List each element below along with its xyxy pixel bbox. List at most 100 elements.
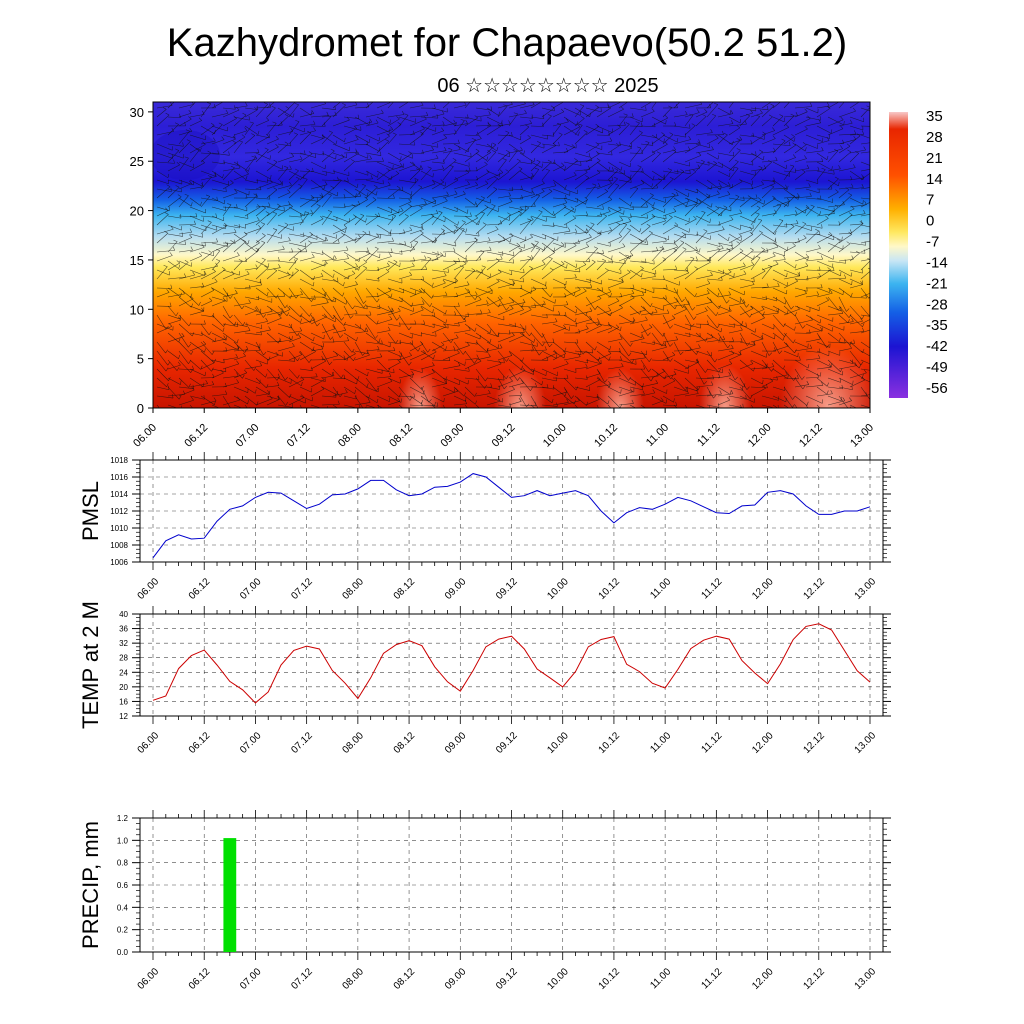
wind-barb (794, 144, 807, 154)
wind-barb (772, 323, 785, 337)
wind-barb-flag (661, 342, 665, 347)
wind-barb-flag (464, 361, 466, 366)
wind-barb-flag (519, 391, 522, 396)
wind-barb (783, 102, 790, 109)
wind-barb-flag (746, 386, 750, 390)
wind-barb-flag (834, 204, 839, 208)
wind-barb (662, 151, 677, 163)
wind-barb (816, 218, 829, 226)
wind-barb (607, 323, 621, 331)
wind-barb-flag (747, 342, 751, 346)
wind-barb-flag (518, 166, 523, 170)
wind-barb-flag (849, 229, 852, 234)
wind-barb (255, 350, 269, 361)
wind-barb-flag (261, 240, 266, 243)
wind-barb-flag (385, 268, 390, 272)
wind-barb (387, 278, 403, 284)
y-tick-label: 1006 (110, 558, 128, 567)
wind-barb (695, 188, 710, 199)
wind-barb-flag (873, 354, 874, 358)
wind-barbs (156, 102, 874, 408)
wind-barb (739, 341, 755, 346)
wind-barb-flag (323, 185, 326, 190)
wind-barb-flag (747, 195, 752, 199)
wind-barb (574, 328, 589, 334)
wind-barb (332, 180, 342, 190)
wind-barb-flag (664, 343, 667, 348)
wind-barb-flag (209, 297, 213, 302)
wind-barb (299, 212, 313, 217)
wind-barb-flag (492, 142, 496, 145)
wind-barb-flag (686, 202, 688, 207)
wind-barb (497, 389, 515, 397)
wind-barb-flag (517, 377, 521, 381)
wind-barb (354, 267, 367, 280)
wind-barb (354, 402, 371, 406)
wind-barb (376, 265, 390, 271)
wind-barb-flag (506, 357, 509, 362)
wind-barb-flag (836, 238, 841, 242)
wind-barb (673, 200, 690, 208)
wind-barb (464, 233, 480, 237)
wind-barb (827, 323, 844, 331)
wind-barb (541, 404, 558, 407)
wind-barb-flag (255, 264, 258, 269)
wind-barb (365, 199, 377, 208)
wind-barb-flag (826, 105, 831, 109)
wind-barb-flag (608, 196, 613, 200)
wind-barb-flag (795, 111, 798, 116)
wind-barb (442, 260, 460, 263)
wind-barb (607, 327, 620, 334)
wind-barb (222, 224, 240, 229)
wind-barb (288, 330, 302, 334)
wind-barb (662, 332, 671, 347)
wind-barb (563, 208, 575, 217)
wind-barb-flag (826, 137, 830, 141)
wind-barb (288, 395, 306, 404)
wind-barb (321, 116, 332, 127)
wind-barb (211, 124, 223, 136)
wind-barb (706, 287, 718, 297)
wind-barb (255, 393, 270, 397)
wind-barb (750, 338, 764, 343)
wind-barb-flag (454, 129, 457, 134)
wind-barb-flag (816, 373, 819, 378)
wind-barb (585, 153, 600, 163)
wind-barb (156, 359, 167, 372)
wind-barb (772, 332, 784, 341)
wind-barb (563, 314, 576, 323)
wind-barb-flag (466, 281, 470, 285)
wind-barb (541, 350, 557, 359)
wind-barb-flag (188, 383, 191, 388)
wind-barb (618, 215, 632, 218)
wind-barb (475, 368, 486, 382)
wind-barb (189, 114, 205, 118)
wind-barb-flag (631, 113, 634, 118)
wind-barb (618, 403, 634, 406)
wind-barb-flag (372, 197, 377, 200)
wind-barb-flag (280, 121, 283, 126)
wind-barb (772, 197, 789, 207)
wind-barb-flag (357, 114, 360, 119)
wind-barb (178, 274, 195, 280)
wind-barb (816, 169, 826, 181)
wind-barb-flag (786, 282, 788, 287)
wind-barb (508, 150, 518, 163)
wind-barb-flag (851, 317, 854, 322)
wind-barb (222, 161, 238, 166)
x-tick-label: 08.12 (392, 730, 418, 756)
wind-barb (266, 161, 278, 172)
wind-barb-flag (643, 306, 646, 311)
wind-barb (552, 263, 565, 271)
wind-barb (596, 125, 613, 133)
wind-barb (607, 170, 625, 175)
wind-barb (508, 150, 523, 154)
wind-barb-flag (609, 345, 611, 350)
wind-barb-flag (820, 255, 823, 260)
wind-barb (673, 149, 691, 154)
wind-barb (409, 229, 424, 235)
wind-barb-flag (412, 161, 416, 166)
wind-barb (530, 211, 543, 226)
wind-barb-flag (664, 114, 668, 119)
wind-barb-flag (597, 376, 601, 380)
